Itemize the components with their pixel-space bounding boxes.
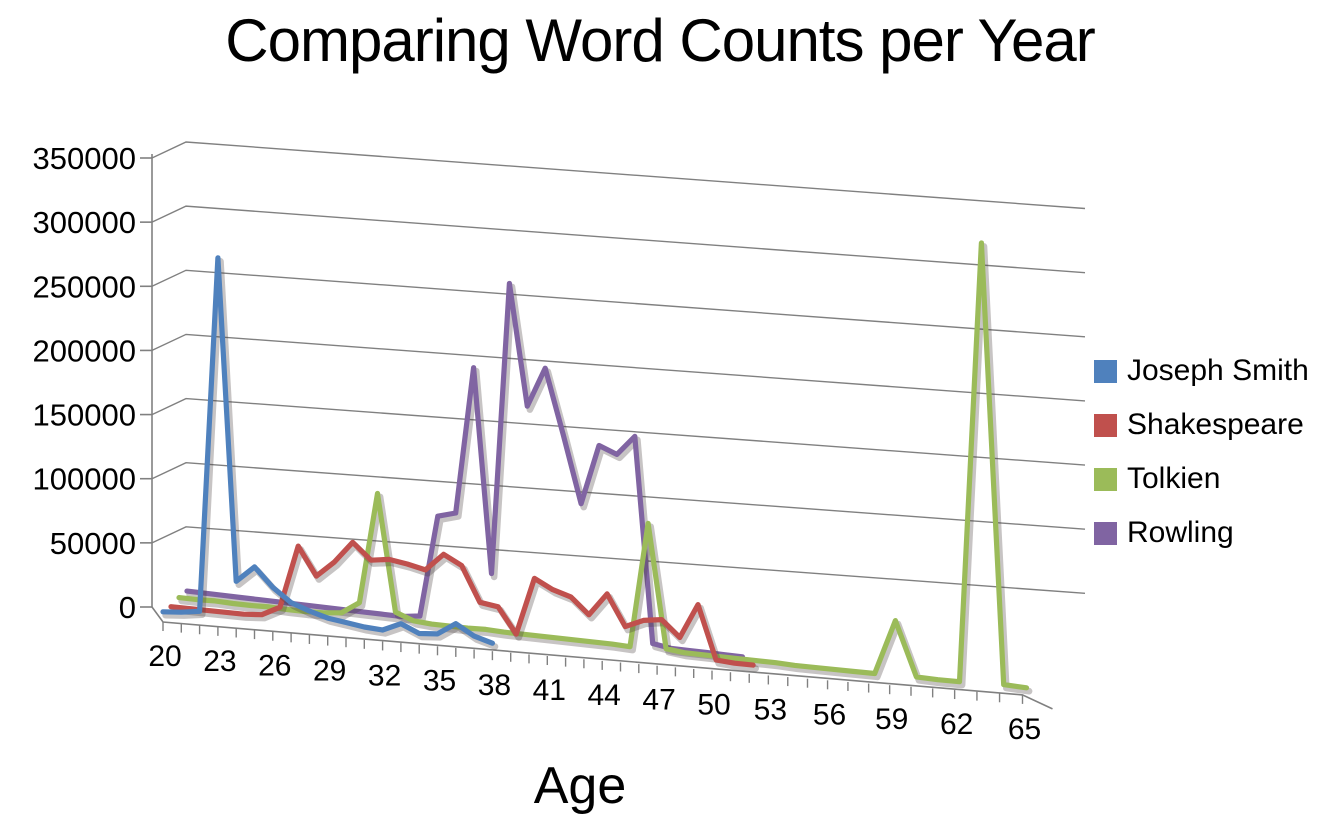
- x-axis-label: 26: [258, 650, 291, 683]
- legend-item-shakespeare: Shakespeare: [1094, 398, 1309, 452]
- y-axis-label: 200000: [33, 333, 136, 368]
- legend-item-joseph-smith: Joseph Smith: [1094, 344, 1309, 398]
- legend-swatch: [1094, 359, 1117, 383]
- x-axis-label: 50: [697, 689, 730, 722]
- x-axis-label: 32: [368, 659, 401, 692]
- series-line: [160, 255, 495, 646]
- gridlines: [140, 141, 1086, 608]
- x-axis-line: [151, 606, 1053, 710]
- legend-swatch: [1094, 413, 1117, 437]
- x-axis-label: 38: [478, 669, 511, 702]
- y-axis-label: 0: [119, 590, 136, 625]
- series-tolkien: [176, 240, 1033, 695]
- gridline: [151, 462, 1086, 530]
- gridline: [151, 205, 1086, 274]
- legend-label: Rowling: [1127, 516, 1234, 549]
- legend-label: Shakespeare: [1127, 408, 1304, 441]
- legend-swatch: [1094, 467, 1117, 491]
- x-axis-label: 44: [588, 679, 621, 712]
- x-axis-label: 20: [148, 640, 181, 673]
- series-shakespeare: [168, 539, 759, 672]
- x-axis-labels: 20 23 26 29 32 35 38 41 44 47 50 53 56 59 62 65: [148, 640, 1041, 746]
- x-axis-label: 41: [533, 674, 566, 707]
- x-axis-label: 65: [1008, 713, 1041, 746]
- gridline: [151, 397, 1086, 466]
- x-axis-ticks: [162, 622, 1024, 704]
- chart-title: Comparing Word Counts per Year: [225, 7, 1095, 74]
- x-axis-label: 47: [642, 684, 675, 717]
- y-axis-label: 100000: [33, 462, 136, 497]
- legend: Joseph Smith Shakespeare Tolkien Rowling: [1094, 344, 1309, 560]
- x-axis-label: 59: [875, 703, 908, 736]
- y-axis-label: 250000: [33, 269, 136, 304]
- legend-item-tolkien: Tolkien: [1094, 452, 1309, 506]
- series-line: [168, 539, 756, 668]
- legend-label: Tolkien: [1127, 462, 1221, 495]
- x-axis-label: 62: [940, 708, 973, 741]
- gridline: [151, 333, 1086, 402]
- legend-label: Joseph Smith: [1127, 354, 1309, 387]
- series-joseph-smith: [160, 255, 499, 650]
- x-axis-label: 53: [754, 693, 787, 726]
- legend-swatch: [1094, 521, 1117, 545]
- gridline: [151, 269, 1086, 338]
- legend-item-rowling: Rowling: [1094, 506, 1309, 560]
- x-axis-title: Age: [533, 757, 627, 815]
- x-axis-label: 35: [423, 664, 456, 697]
- y-axis-label: 150000: [33, 398, 136, 433]
- x-axis-label: 56: [813, 698, 846, 731]
- series-shadow: [178, 243, 1033, 695]
- y-axis-labels: 0 50000 100000 150000 200000 250000 300000 3500…: [33, 141, 136, 625]
- x-axis-label: 23: [203, 645, 236, 678]
- x-axis-label: 29: [313, 655, 346, 688]
- gridline: [151, 141, 1086, 210]
- y-axis-label: 50000: [50, 526, 136, 561]
- y-axis-label: 350000: [33, 141, 136, 176]
- y-axis-label: 300000: [33, 205, 136, 240]
- gridline: [151, 526, 1086, 595]
